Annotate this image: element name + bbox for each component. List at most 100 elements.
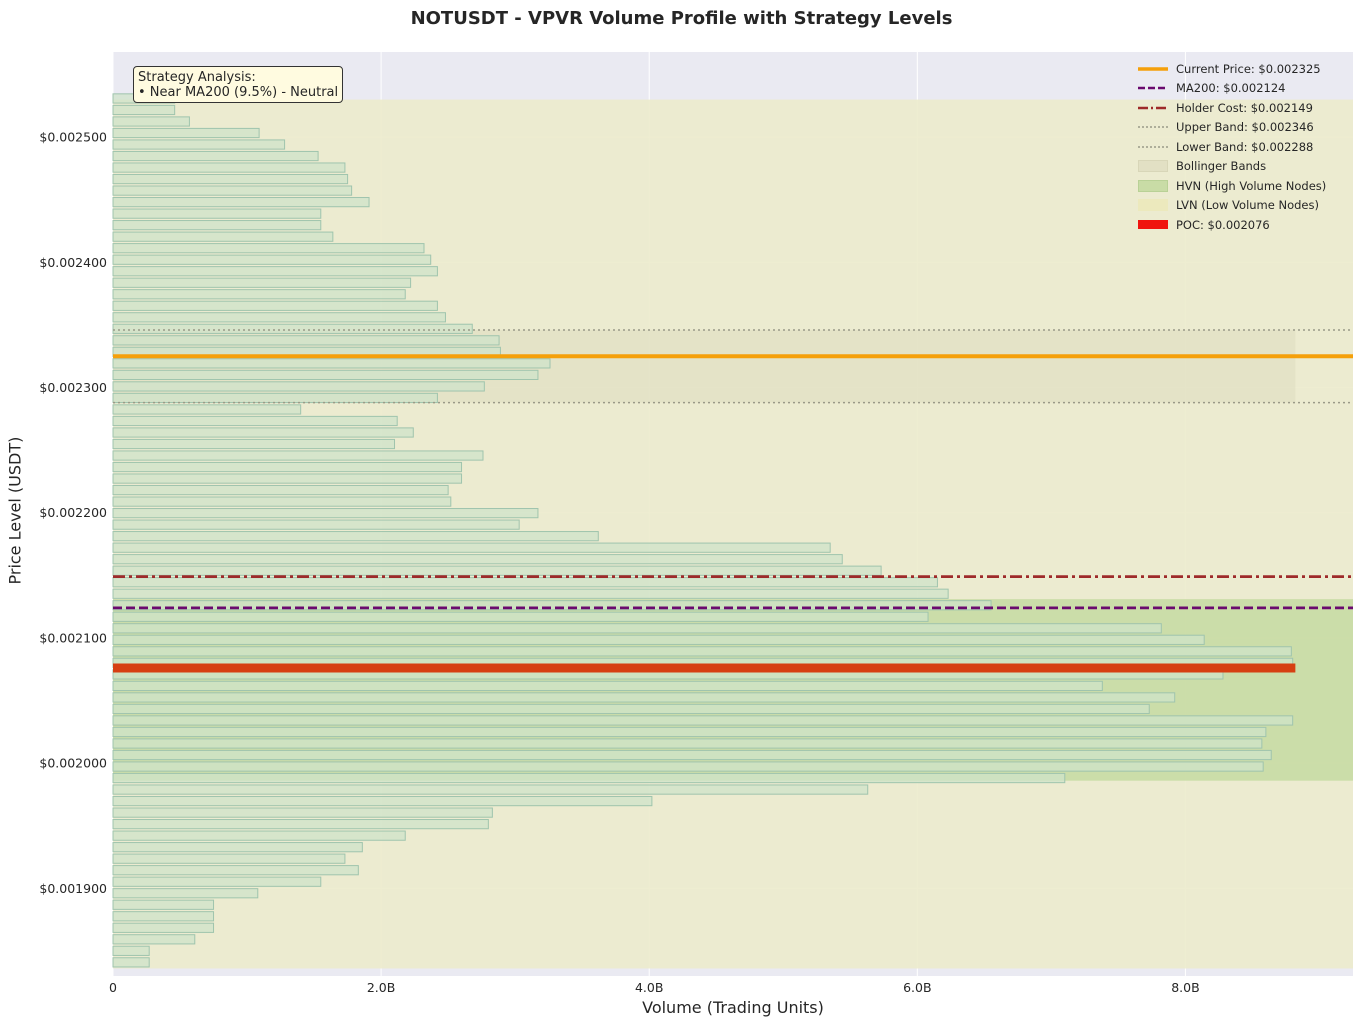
annotation-line-2: • Near MA200 (9.5%) - Neutral [138,85,339,100]
legend-item-hvn: HVN (High Volume Nodes) [1138,176,1326,196]
volume-bar [112,335,500,346]
volume-bar [112,381,485,392]
volume-bar [112,150,319,162]
volume-bar [112,842,363,853]
volume-bar [112,116,190,127]
poc-bar [113,663,1296,673]
legend-swatch-ma200 [1138,82,1168,94]
volume-bar [112,300,438,311]
legend-label-upper-band: Upper Band: $0.002346 [1176,120,1314,135]
volume-bar [112,784,869,795]
volume-bar [112,415,398,427]
legend-item-ma200: MA200: $0.002124 [1138,79,1326,99]
volume-bar [112,680,1103,692]
volume-bar [112,266,438,277]
y-tick-label: $0.002300 [39,380,107,395]
legend-swatch-poc [1138,220,1168,230]
volume-bar [112,358,551,369]
volume-bar [112,865,359,876]
legend-label-poc: POC: $0.002076 [1176,217,1270,232]
legend-item-upper-band: Upper Band: $0.002346 [1138,118,1326,138]
volume-bar [112,761,1264,772]
y-tick-label: $0.002500 [39,130,107,145]
volume-bar [112,899,215,910]
volume-bar [112,819,489,830]
volume-bar [112,531,599,542]
legend-label-lvn: LVN (Low Volume Nodes) [1176,198,1319,213]
volume-bar [112,254,432,265]
chart-title: NOTUSDT - VPVR Volume Profile with Strat… [410,8,953,29]
y-axis-label: Price Level (USDT) [5,436,25,585]
volume-bar [112,623,1162,634]
volume-bar [112,519,520,530]
volume-bar [112,554,843,565]
volume-bar [112,888,259,899]
legend-label-holder-cost: Holder Cost: $0.002149 [1176,100,1313,115]
volume-bar [112,795,653,807]
legend-item-poc: POC: $0.002076 [1138,215,1326,235]
volume-bar [112,104,176,116]
volume-bar [112,450,484,461]
volume-bar [112,197,370,208]
volume-bar [112,853,346,864]
volume-bar [112,911,215,922]
legend-swatch-lvn [1138,199,1168,212]
volume-bar [112,542,831,553]
volume-bar [112,957,150,968]
volume-bar [112,600,992,611]
x-tick-label: 4.0B [635,980,663,995]
legend-label-hvn: HVN (High Volume Nodes) [1176,178,1327,193]
legend-swatch-upper-band [1138,121,1168,133]
x-tick-label: 8.0B [1171,980,1199,995]
y-tick-label: $0.001900 [39,881,107,896]
legend-label-ma200: MA200: $0.002124 [1176,81,1286,96]
volume-bar [112,934,196,945]
volume-bar [112,473,463,484]
volume-bar [112,162,346,173]
strategy-annotation: Strategy Analysis: • Near MA200 (9.5%) -… [133,66,344,103]
legend-swatch-lower-band [1138,141,1168,153]
volume-bar [112,945,150,956]
volume-bar [112,392,438,404]
volume-bar [112,565,882,576]
legend-label-lower-band: Lower Band: $0.002288 [1176,139,1314,154]
legend-swatch-current-price [1138,63,1168,75]
volume-bar [112,496,452,507]
volume-bar [112,277,412,288]
volume-bar [112,484,449,496]
volume-bar [112,139,286,150]
volume-bar [112,173,349,185]
y-tick-label: $0.002000 [39,756,107,771]
volume-bar [112,646,1292,657]
y-tick-label: $0.002200 [39,505,107,520]
volume-bar [112,634,1205,645]
volume-bar [112,208,322,219]
legend-swatch-holder-cost [1138,102,1168,114]
volume-bar [112,461,463,473]
volume-bar [112,508,539,519]
volume-bar [112,738,1263,749]
legend-item-holder-cost: Holder Cost: $0.002149 [1138,98,1326,118]
volume-bar [112,703,1150,715]
volume-bar [112,922,215,933]
volume-bar [112,127,260,139]
volume-bar [112,427,414,438]
volume-bar [112,807,493,818]
annotation-line-1: Strategy Analysis: [138,70,256,85]
x-tick-label: 0 [109,980,117,995]
x-tick-label: 2.0B [367,980,395,995]
volume-bar [112,323,473,334]
volume-bar [112,577,938,588]
volume-bar [112,243,425,254]
legend-item-current-price: Current Price: $0.002325 [1138,59,1326,79]
volume-bar [112,185,353,196]
legend-item-bollinger: Bollinger Bands [1138,157,1326,177]
y-tick-label: $0.002100 [39,630,107,645]
volume-bar [112,231,334,242]
legend-label-current-price: Current Price: $0.002325 [1176,61,1321,76]
x-axis-label: Volume (Trading Units) [642,998,824,1017]
volume-bar [112,220,322,231]
legend-item-lvn: LVN (Low Volume Nodes) [1138,196,1326,216]
volume-bar [112,611,929,622]
